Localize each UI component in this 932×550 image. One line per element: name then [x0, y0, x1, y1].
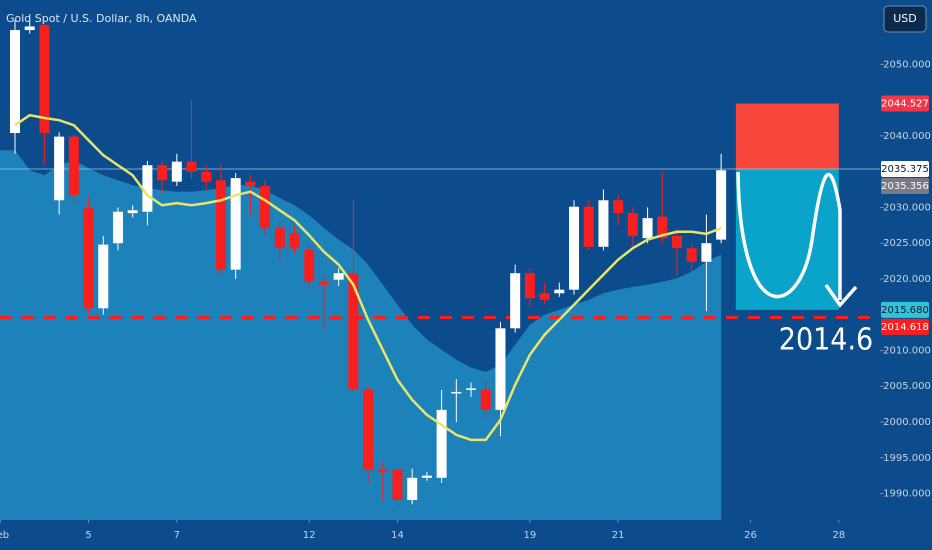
- arrow-head: [824, 283, 858, 308]
- candle-body: [245, 181, 256, 186]
- currency-button[interactable]: [883, 5, 927, 33]
- price-tag: [881, 318, 929, 335]
- x-tick-label: 26: [744, 530, 757, 541]
- y-tick-label: 2005.000: [883, 381, 931, 392]
- candle-body: [304, 249, 315, 282]
- candle-body: [583, 206, 594, 247]
- candle-body: [480, 389, 491, 410]
- candle-body: [524, 273, 535, 299]
- y-tick-label: 1995.000: [883, 453, 931, 464]
- ma-line: [14, 113, 722, 442]
- y-tick-label: 2040.000: [883, 131, 931, 142]
- candle-body: [510, 273, 521, 329]
- candle-body: [569, 206, 580, 290]
- x-tick-label: Feb: [0, 530, 9, 541]
- x-tick-label: 28: [832, 530, 845, 541]
- target-zone: [735, 168, 839, 310]
- chart-title: Gold Spot / U.S. Dollar, 8h, OANDA: [6, 12, 197, 25]
- candle-body: [10, 30, 21, 134]
- price-tag-label: 2015.680: [881, 305, 929, 316]
- candle-body: [112, 211, 123, 244]
- candle-body: [83, 208, 94, 309]
- candle-body: [407, 477, 418, 500]
- x-tick-label: 14: [391, 530, 404, 541]
- x-tick-label: 7: [174, 530, 180, 541]
- candle-body: [186, 161, 197, 172]
- candle-body: [392, 469, 403, 500]
- price-tag: [881, 177, 929, 194]
- plot-area: 1990.000 1995.000 2000.000 2005.000 2010.000…: [0, 20, 931, 541]
- candle-body: [451, 391, 462, 394]
- candle-body: [686, 248, 697, 262]
- y-tick-label: 2030.000: [883, 202, 931, 213]
- stop-zone: [735, 103, 839, 169]
- candle-body: [318, 281, 329, 285]
- candle-body: [554, 289, 565, 294]
- y-tick-label: 2010.000: [883, 345, 931, 356]
- candle-body: [39, 25, 50, 134]
- candle-body: [289, 233, 300, 249]
- x-tick-label: 21: [612, 530, 625, 541]
- candle-body: [495, 328, 506, 410]
- candle-body: [171, 161, 182, 182]
- y-tick-label: 2000.000: [883, 417, 931, 428]
- candle-body: [421, 475, 432, 478]
- y-tick-label: 1990.000: [883, 489, 931, 500]
- candle-body: [142, 165, 153, 212]
- band-area: [0, 150, 722, 520]
- candle-body: [215, 180, 226, 270]
- candle-body: [701, 243, 712, 262]
- candle-body: [333, 273, 344, 280]
- candle-body: [274, 228, 285, 249]
- candle-body: [201, 171, 212, 182]
- candle-body: [539, 293, 550, 300]
- candle-body: [657, 216, 668, 239]
- candle-body: [671, 236, 682, 249]
- candle-body: [598, 200, 609, 247]
- price-tag-label: 2014.618: [881, 322, 929, 333]
- candle-body: [466, 388, 477, 390]
- candle-body: [127, 210, 138, 214]
- y-tick-label: 2050.000: [883, 59, 931, 70]
- candle-body: [68, 136, 79, 196]
- price-tag-label: 2035.356: [881, 181, 929, 192]
- candle-body: [436, 409, 447, 478]
- y-tick-label: 2025.000: [883, 238, 931, 249]
- candle-body: [363, 389, 374, 470]
- currency-label[interactable]: USD: [893, 12, 917, 25]
- candle-body: [24, 26, 35, 31]
- candle-body: [98, 244, 109, 309]
- candle-body: [627, 213, 638, 237]
- price-tag: [881, 301, 929, 318]
- candle-body: [716, 170, 727, 240]
- price-tag: [881, 95, 929, 112]
- target-annotation: 2014.6: [779, 323, 873, 358]
- x-tick-label: 19: [524, 530, 537, 541]
- forecast-arrow: [736, 171, 842, 300]
- y-tick-label: 2020.000: [883, 274, 931, 285]
- candle-body: [260, 185, 271, 229]
- candle-body: [613, 200, 624, 214]
- price-tag-label: 2044.527: [881, 99, 929, 110]
- candle-body: [54, 136, 65, 201]
- candle-body: [642, 218, 653, 239]
- candle-body: [230, 178, 241, 270]
- x-tick-label: 5: [85, 530, 91, 541]
- candle-body: [348, 273, 359, 390]
- price-tag: [881, 160, 929, 177]
- candle-body: [377, 469, 388, 473]
- price-tag-label: 2035.375: [881, 164, 929, 175]
- x-tick-label: 12: [303, 530, 316, 541]
- candle-body: [157, 165, 168, 181]
